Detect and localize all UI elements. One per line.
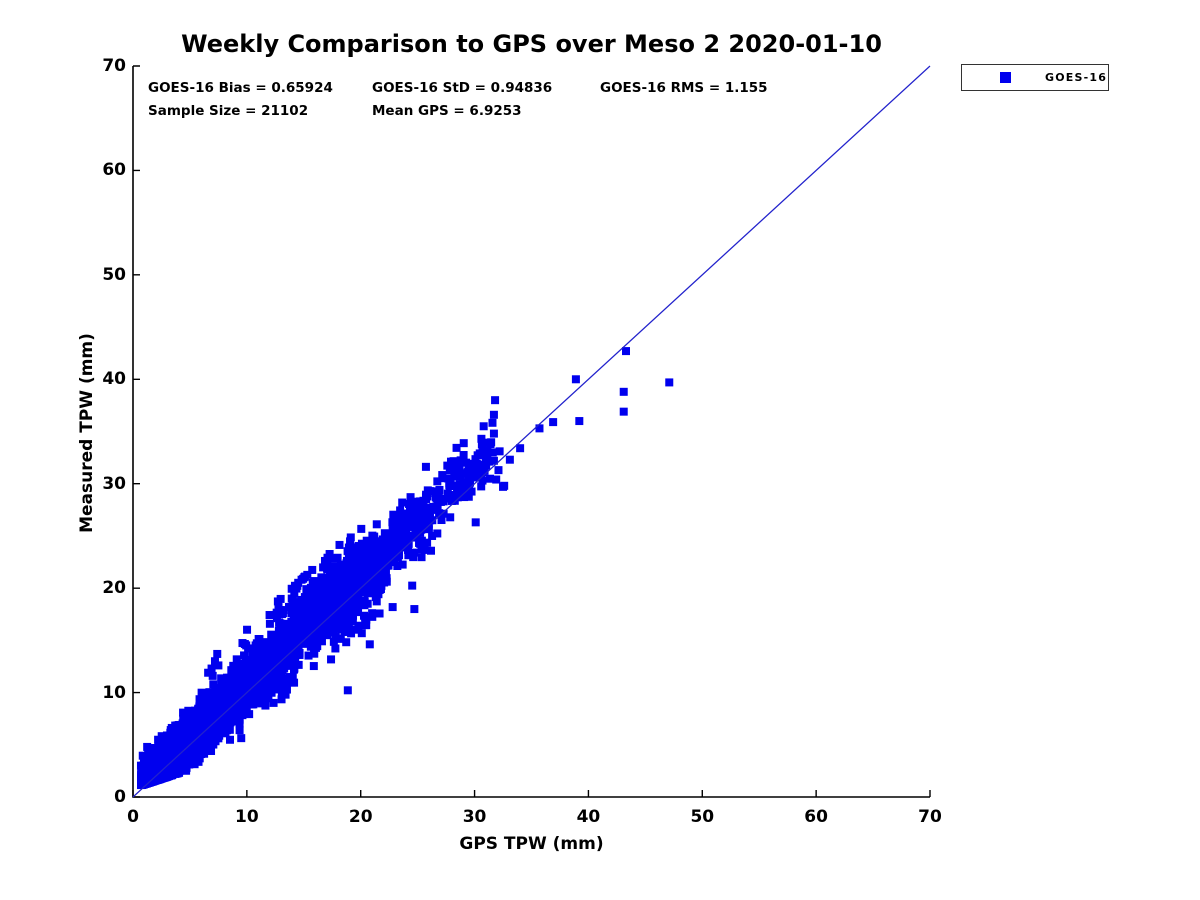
- stat-rms: GOES-16 RMS = 1.155: [600, 80, 768, 96]
- x-tick-label: 50: [690, 807, 715, 827]
- chart-title: Weekly Comparison to GPS over Meso 2 202…: [181, 30, 882, 58]
- legend: GOES-16: [961, 64, 1109, 91]
- stat-sample-size: Sample Size = 21102: [148, 103, 309, 119]
- y-tick-label: 20: [102, 578, 126, 599]
- x-axis-label: GPS TPW (mm): [459, 834, 604, 854]
- x-tick-label: 10: [235, 807, 259, 827]
- x-tick-label: 0: [127, 807, 139, 827]
- legend-marker-square-icon: [1000, 72, 1011, 83]
- x-tick-label: 30: [462, 807, 487, 827]
- legend-label-goes16: GOES-16: [1045, 71, 1108, 84]
- y-tick-label: 70: [102, 56, 126, 76]
- y-axis-label: Measured TPW (mm): [77, 333, 97, 533]
- y-tick-label: 10: [102, 682, 126, 703]
- x-tick-label: 60: [804, 807, 828, 827]
- y-tick-label: 30: [102, 473, 126, 494]
- stat-bias: GOES-16 Bias = 0.65924: [148, 80, 333, 96]
- y-tick-label: 60: [102, 160, 126, 181]
- stat-std: GOES-16 StD = 0.94836: [372, 80, 553, 96]
- y-tick-label: 50: [102, 264, 126, 285]
- y-tick-label: 0: [114, 787, 126, 807]
- x-tick-label: 40: [576, 807, 601, 827]
- x-tick-label: 70: [918, 807, 942, 827]
- stat-mean-gps: Mean GPS = 6.9253: [372, 103, 522, 119]
- x-tick-label: 20: [348, 807, 373, 827]
- y-tick-label: 40: [102, 369, 126, 390]
